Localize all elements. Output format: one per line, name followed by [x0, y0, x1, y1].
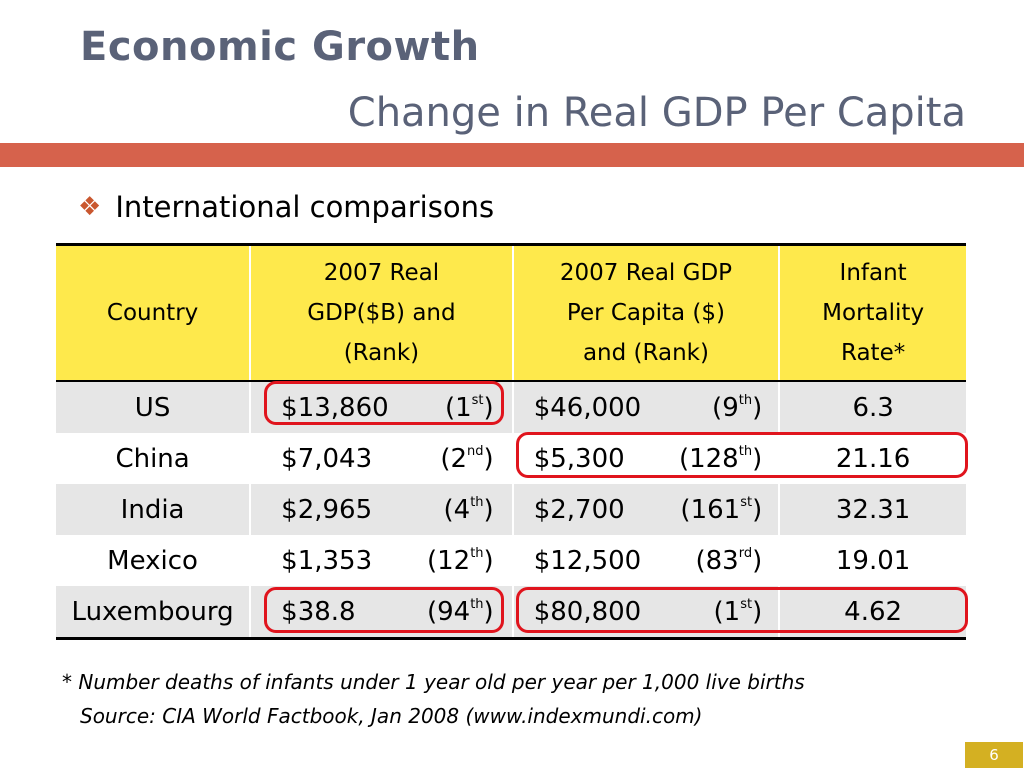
cell-country: US: [56, 381, 252, 433]
table-row: Mexico $1,353 (12th) $12,500 (83rd) 19.01: [56, 535, 966, 586]
page-number: 6: [965, 742, 1023, 768]
cell-country: Luxembourg: [56, 586, 252, 640]
table-row: China $7,043 (2nd) $5,300 (128th) 21.16: [56, 433, 966, 484]
cell-country: Mexico: [56, 535, 252, 586]
table-row: US $13,860 (1st) $46,000 (9th) 6.3: [56, 381, 966, 433]
cell-infant-mortality: 19.01: [835, 545, 911, 576]
cell-infant-mortality: 6.3: [779, 381, 966, 433]
table-row: India $2,965 (4th) $2,700 (161st) 32.31: [56, 484, 966, 535]
cell-country: India: [56, 484, 252, 535]
cell-gdp-per-capita: $80,800 (1st): [512, 586, 781, 640]
header-real-gdp: 2007 Real GDP($B) and (Rank): [250, 243, 514, 382]
table-header-row: Country 2007 Real GDP($B) and (Rank) 200…: [56, 243, 966, 382]
four-diamond-bullet-icon: ❖: [78, 192, 102, 222]
bullet-item: ❖ International comparisons: [78, 190, 494, 224]
slide-title: Economic Growth: [80, 24, 480, 70]
header-country: Country: [56, 243, 252, 382]
cell-country: China: [56, 433, 252, 484]
cell-infant-mortality: 32.31: [779, 484, 966, 535]
table-row: Luxembourg $38.8 (94th) $80,800 (1st) 4.62: [56, 586, 966, 640]
header-infant-mortality: Infant Mortality Rate*: [779, 243, 966, 382]
cell-gdp: $7,043 (2nd): [250, 433, 514, 484]
footnote-definition: * Number deaths of infants under 1 year …: [62, 670, 805, 694]
cell-gdp: $1,353 (12th): [250, 535, 514, 586]
slide-subtitle: Change in Real GDP Per Capita: [347, 90, 966, 136]
cell-gdp-per-capita: $12,500 (83rd): [512, 535, 781, 586]
accent-bar: [0, 143, 1024, 167]
cell-gdp: $2,965 (4th): [250, 484, 514, 535]
cell-gdp: $38.8 (94th): [250, 586, 514, 640]
cell-gdp-per-capita: $2,700 (161st): [512, 484, 781, 535]
cell-infant-mortality: 21.16: [835, 443, 911, 474]
cell-gdp-per-capita: $46,000 (9th): [512, 381, 781, 433]
footnote-source: Source: CIA World Factbook, Jan 2008 (ww…: [80, 704, 703, 728]
header-gdp-per-capita: 2007 Real GDP Per Capita ($) and (Rank): [512, 243, 781, 382]
cell-infant-mortality: 4.62: [779, 586, 966, 640]
bullet-text: International comparisons: [115, 190, 495, 224]
cell-gdp: $13,860 (1st): [250, 381, 514, 433]
comparison-table: Country 2007 Real GDP($B) and (Rank) 200…: [56, 243, 966, 640]
cell-gdp-per-capita: $5,300 (128th): [512, 433, 781, 484]
